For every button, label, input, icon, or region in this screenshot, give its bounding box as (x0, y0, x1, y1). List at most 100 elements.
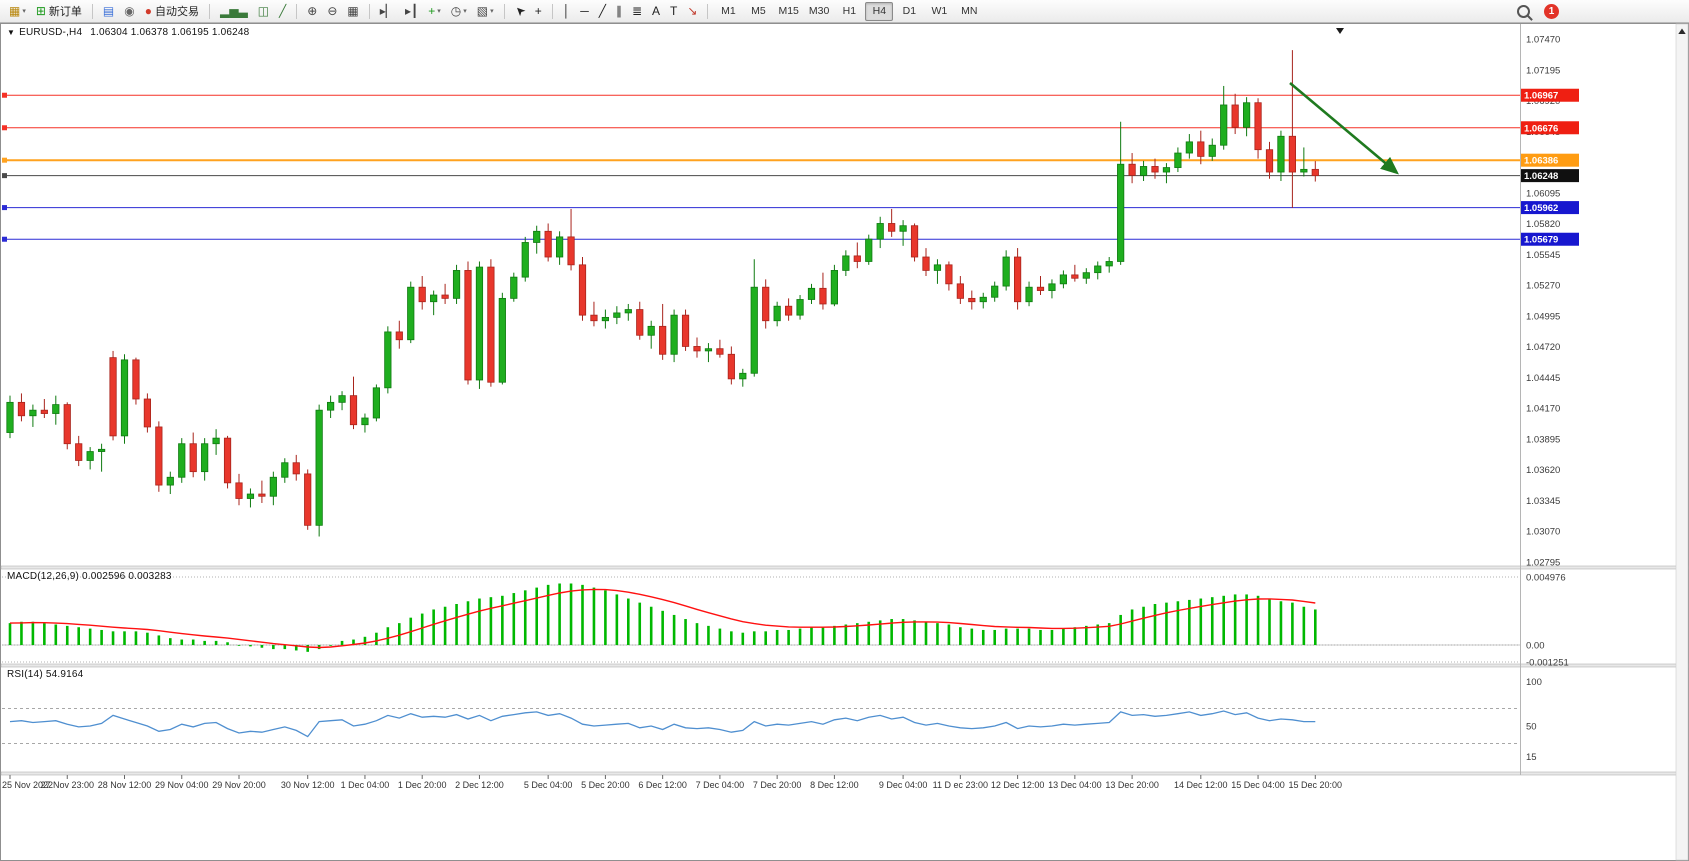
macd-bar (478, 598, 481, 645)
axis-label: 11 D ec 23:00 (933, 780, 988, 790)
bar-chart-icon: ▂▅▃ (220, 4, 248, 18)
horizontal-line-button[interactable]: ─ (576, 1, 593, 22)
macd-bar (100, 629, 103, 645)
new-chart-icon: ▦ (9, 4, 21, 18)
macd-label: MACD(12,26,9) 0.002596 0.003283 (7, 571, 172, 582)
indicators-button[interactable]: + ▾ (424, 1, 445, 22)
macd-bar (169, 638, 172, 645)
macd-bar (1107, 623, 1111, 645)
time-axis[interactable] (1, 775, 1520, 799)
macd-bar (775, 629, 779, 645)
chart-plot-area[interactable] (1, 24, 1520, 566)
candle-body (830, 270, 839, 305)
dropdown-caret-icon: ▾ (490, 8, 494, 15)
chart-menu-arrow-icon[interactable]: ▼ (7, 28, 16, 37)
macd-bar (1245, 594, 1248, 645)
search-button[interactable] (1513, 1, 1534, 22)
candle-body (155, 426, 163, 486)
candle-body (578, 264, 587, 316)
macd-bar (363, 636, 367, 645)
vertical-line-button[interactable]: │ (559, 1, 575, 22)
channel-button[interactable]: ∥ (612, 1, 626, 22)
fibonacci-button[interactable]: ≣ (628, 1, 646, 22)
chart-svg[interactable]: 1.074701.071951.069201.066451.063701.060… (0, 23, 1689, 861)
new-chart-button[interactable]: ▦ ▾ (5, 1, 30, 22)
periods-button[interactable]: ◷ ▾ (447, 1, 471, 22)
tile-windows-button[interactable]: ▦ (343, 1, 362, 22)
candle-body (349, 395, 358, 426)
chart-shift-button[interactable]: ▸┃ (401, 1, 422, 22)
macd-bar (340, 640, 344, 645)
candle-body (372, 387, 381, 419)
chart-shift-marker[interactable] (1336, 28, 1344, 34)
axis-label: 13 Dec 04:00 (1048, 780, 1102, 790)
crosshair-button[interactable]: + (531, 1, 546, 22)
trendline-button[interactable]: ╱ (595, 1, 610, 22)
candle-body (1254, 102, 1262, 151)
candlestick-chart-button[interactable]: ◫ (254, 1, 273, 22)
macd-bar (856, 623, 859, 645)
notification-badge[interactable]: 1 (1544, 3, 1559, 19)
panel-splitter[interactable] (0, 565, 1689, 570)
macd-bar (134, 631, 138, 645)
candle-body (52, 404, 60, 414)
price-axis[interactable] (1521, 24, 1601, 775)
zoom-out-button[interactable]: ⊖ (323, 1, 341, 22)
macd-bar (1199, 598, 1203, 645)
text-button[interactable]: A (648, 1, 664, 22)
chart-window: 1.074701.071951.069201.066451.063701.060… (0, 23, 1689, 861)
macd-panel[interactable] (1, 569, 1520, 664)
templates-icon: ▧ (476, 4, 489, 18)
timeframe-h4-button[interactable]: H4 (865, 1, 894, 21)
macd-bar (581, 584, 584, 645)
axis-label: 1.03620 (1526, 465, 1560, 476)
rsi-panel[interactable] (1, 667, 1520, 772)
timeframe-mn-button[interactable]: MN (961, 5, 978, 17)
metaeditor-button[interactable]: ▤ (99, 1, 118, 22)
autotrading-button[interactable]: ● 自动交易 (141, 1, 203, 22)
candle-body (6, 401, 14, 433)
candle-body (1243, 102, 1251, 128)
candle-body (475, 266, 484, 381)
templates-button[interactable]: ▧ ▾ (473, 1, 498, 22)
support-icon: ◉ (124, 4, 135, 18)
timeframe-d1-button[interactable]: D1 (902, 5, 917, 17)
candle-body (1002, 256, 1010, 287)
scroll-up-icon[interactable] (1678, 28, 1686, 35)
candle-body (922, 256, 930, 271)
timeframe-h1-button[interactable]: H1 (842, 5, 857, 17)
axis-label: 12 Dec 12:00 (991, 780, 1045, 790)
cursor-button[interactable]: ➤ (511, 1, 529, 22)
candle-body (189, 443, 197, 473)
candle-body (853, 255, 861, 262)
new-order-button[interactable]: ⊞ 新订单 (32, 1, 86, 22)
timeframe-m5-button[interactable]: M5 (751, 5, 766, 17)
macd-bar (157, 635, 161, 645)
panel-splitter[interactable] (0, 771, 1689, 776)
timeframe-w1-button[interactable]: W1 (931, 5, 948, 17)
trend-arrow-annotation[interactable] (1289, 82, 1399, 175)
timeframe-m15-button[interactable]: M15 (778, 5, 799, 17)
vertical-scrollbar[interactable] (1675, 23, 1689, 861)
bar-chart-button[interactable]: ▂▅▃ (216, 1, 252, 22)
auto-scroll-button[interactable]: ▸▏ (376, 1, 399, 22)
macd-bar (718, 628, 722, 645)
macd-bar (615, 594, 619, 645)
zoom-in-button[interactable]: ⊕ (303, 1, 321, 22)
line-chart-button[interactable]: ╱ (275, 1, 290, 22)
macd-bar (798, 628, 802, 645)
toolbar-separator (503, 3, 505, 19)
macd-bar (180, 639, 184, 645)
macd-signal-line (9, 588, 1316, 649)
arrows-button[interactable]: ↘ (683, 1, 701, 22)
macd-bar (20, 621, 23, 645)
axis-label: 1.06967 (1524, 91, 1558, 102)
timeframe-m1-button[interactable]: M1 (721, 5, 736, 17)
text-label-button[interactable]: T (666, 1, 681, 22)
support-button[interactable]: ◉ (120, 1, 138, 22)
axis-label: 1.02795 (1526, 557, 1560, 568)
panel-splitter[interactable] (0, 663, 1689, 668)
timeframe-m30-button[interactable]: M30 (808, 5, 830, 17)
axis-label: 1.03345 (1526, 496, 1560, 507)
macd-bar (214, 640, 218, 645)
